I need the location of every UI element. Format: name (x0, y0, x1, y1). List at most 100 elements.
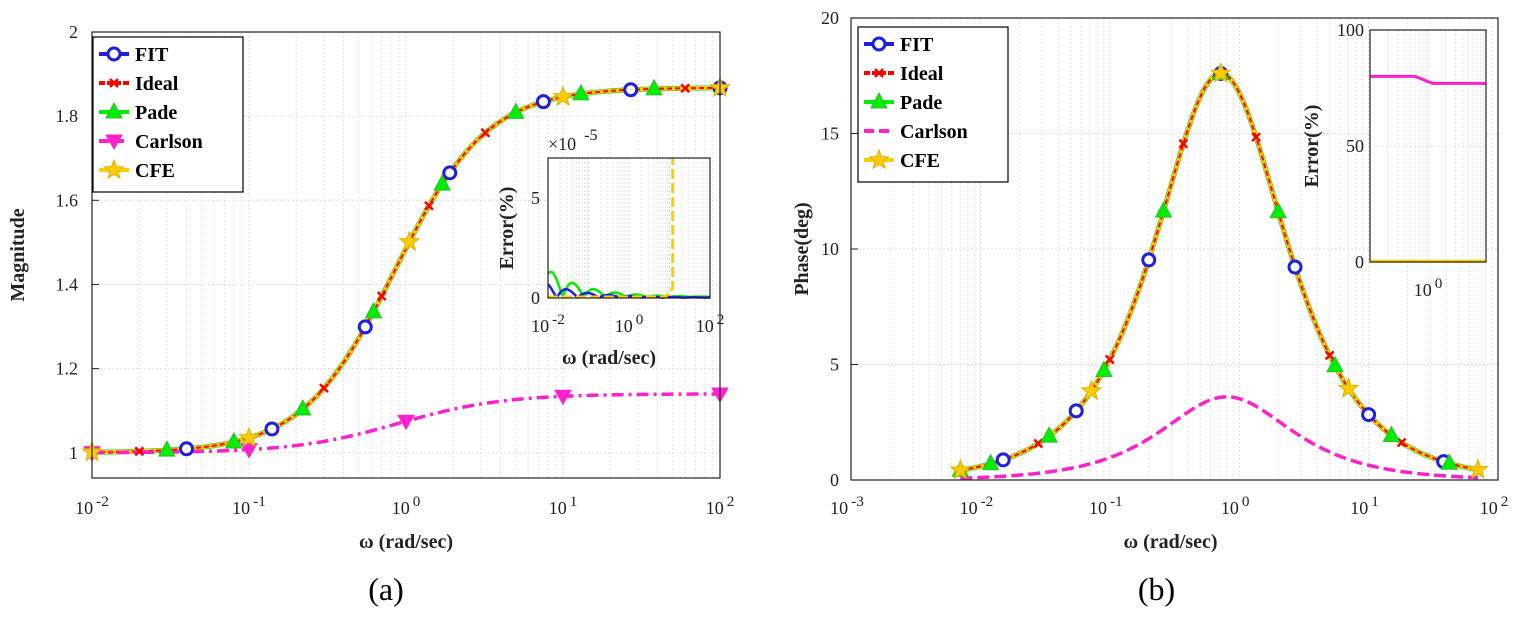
inset-x-tick-a-exp: 2 (717, 311, 725, 328)
legend-label-ideal: Ideal (135, 73, 179, 95)
cfe-marker (398, 230, 421, 252)
ideal-marker-stroke (134, 446, 145, 457)
inset-y-tick-label: 0 (1355, 252, 1364, 272)
ideal-marker (1324, 350, 1335, 361)
cfe-marker (1337, 377, 1360, 398)
x-tick-a-base: 10 (75, 498, 93, 518)
ideal-marker-stroke (1178, 138, 1189, 149)
x-tick-b-label: 10 -2 (960, 493, 994, 518)
x-tick-a-exp: 0 (413, 493, 421, 510)
x-tick-a-exp: -1 (253, 493, 266, 510)
legend-label-carlson: Carlson (135, 131, 203, 153)
pade-marker (1269, 201, 1287, 219)
legend-label-carlson: Carlson (900, 121, 968, 143)
carlson-marker (240, 443, 258, 459)
ideal-marker (376, 291, 387, 302)
ideal-marker (680, 83, 691, 94)
y-axis-label-b: Phase(deg) (791, 202, 813, 295)
inset-x-tick-a-base: 10 (615, 316, 633, 336)
carlson-marker (554, 389, 572, 406)
legend-marker-ideal (874, 68, 884, 78)
pade-marker (645, 78, 663, 96)
ideal-marker-stroke (480, 127, 491, 138)
cfe-marker (1080, 379, 1103, 401)
pade-marker (158, 440, 176, 457)
pade-marker (433, 174, 452, 191)
fit-marker (1141, 252, 1157, 268)
legend-label-pade: Pade (900, 92, 942, 114)
inset-y-tick-label: 0 (531, 288, 540, 308)
legend-marker-pade (105, 101, 123, 119)
y-tick-label: 10 (821, 239, 839, 259)
ideal-marker-stroke (1251, 132, 1261, 143)
ideal-marker-stroke (1104, 354, 1115, 365)
inset-frame-a (547, 157, 711, 299)
ideal-marker (1033, 438, 1044, 449)
legend-item-pade: Pade (99, 101, 177, 124)
x-tick-b-exp: -2 (981, 493, 994, 510)
x-tick-a-base: 10 (706, 498, 724, 518)
y-tick-label: 1.4 (56, 274, 79, 294)
x-tick-b-label: 10 1 (1350, 493, 1379, 518)
ideal-marker-stroke (1033, 438, 1044, 449)
x-tick-a-label: 10 -2 (75, 493, 109, 518)
legend-marker-carlson (105, 134, 123, 151)
plot-frame-a (91, 31, 721, 479)
ideal-marker-stroke (424, 200, 434, 211)
x-tick-b-base: 10 (830, 498, 848, 518)
legend-marker-fit (106, 46, 122, 62)
ideal-marker (1251, 132, 1261, 143)
x-tick-b-base: 10 (1089, 498, 1107, 518)
pade-marker (224, 431, 243, 449)
pade-marker (1440, 453, 1459, 470)
ideal-marker (319, 383, 329, 394)
y-tick-label: 5 (830, 355, 839, 375)
legend-item-carlson: Carlson (864, 121, 968, 143)
x-tick-a-base: 10 (392, 498, 410, 518)
x-tick-b-label: 10 -3 (830, 493, 864, 518)
pade-marker (1095, 360, 1113, 378)
cfe-marker (949, 458, 972, 480)
fit-marker (535, 94, 551, 110)
inset-multiplier-exp: -5 (584, 127, 597, 144)
inset-carlson-error (1370, 74, 1486, 85)
legend-marker-ideal (109, 78, 119, 88)
cfe-marker (1467, 458, 1489, 479)
caption-a: (a) (368, 571, 404, 607)
x-tick-a-base: 10 (549, 498, 567, 518)
inset-y-axis-label-b: Error(%) (1301, 105, 1323, 188)
pade-marker (572, 83, 590, 101)
inset-x-tick-a-base: 10 (531, 316, 549, 336)
legend-item-pade: Pade (864, 91, 942, 114)
fit-marker (442, 165, 458, 181)
y-tick-label: 1.6 (56, 190, 79, 210)
inset-y-tick-label: 100 (1337, 20, 1364, 40)
x-tick-a-label: 10 -1 (232, 493, 266, 518)
fit-marker (357, 319, 373, 335)
carlson-curve (960, 395, 1479, 480)
y-tick-label: 0 (830, 470, 839, 490)
plot-frame-b (850, 17, 1499, 481)
ideal-marker (424, 200, 434, 211)
legend-marker-ideal-stroke (874, 68, 884, 78)
inset-multiplier-base: ×10 (548, 134, 576, 154)
x-tick-b-base: 10 (960, 498, 978, 518)
inset-x-tick-a-base: 10 (696, 316, 714, 336)
inset-x-tick-b-exp: 0 (1435, 275, 1443, 292)
legend-label-pade: Pade (135, 102, 177, 124)
ideal-marker-stroke (319, 383, 329, 394)
x-tick-b-label: 10 2 (1480, 493, 1509, 518)
ideal-marker (1104, 354, 1115, 365)
x-tick-b-label: 10 -1 (1089, 493, 1123, 518)
x-axis-label-b: ω (rad/sec) (1123, 531, 1217, 553)
cfe-marker (1209, 61, 1232, 83)
pade-marker (1154, 201, 1173, 218)
inset-x-tick-b-label: 10 0 (1414, 275, 1443, 300)
legend-marker-ideal-stroke (109, 78, 119, 88)
legend-item-fit: FIT (864, 34, 934, 56)
legend-item-cfe: CFE (99, 158, 175, 182)
fit-marker (1361, 407, 1377, 423)
